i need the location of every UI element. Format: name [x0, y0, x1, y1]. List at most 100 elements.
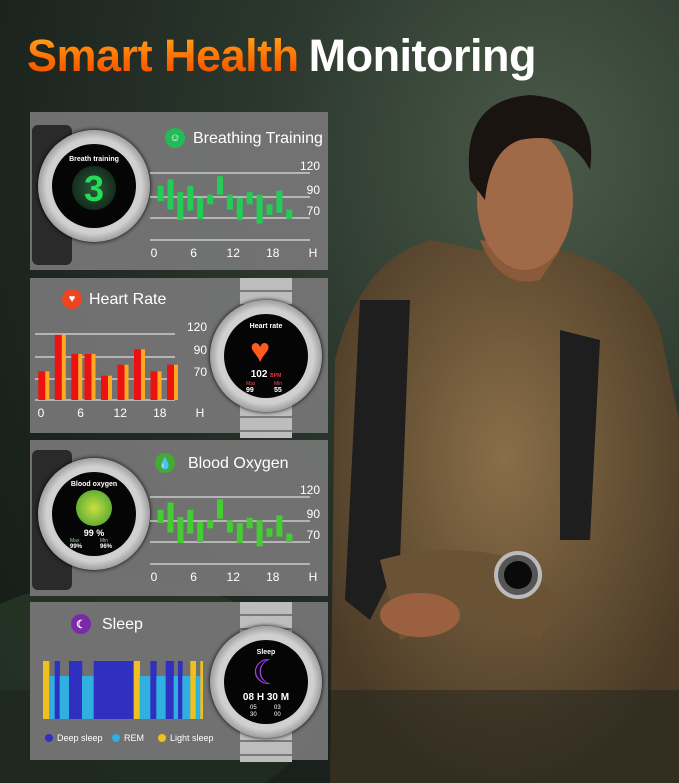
min-value: 55 — [274, 387, 282, 394]
x-tick-label: H — [309, 246, 318, 260]
heart-rate-bar — [84, 353, 92, 400]
range-bar — [207, 194, 214, 205]
legend-deep-sleep: Deep sleep — [45, 733, 103, 743]
range-bar — [286, 209, 293, 220]
range-bar — [177, 192, 184, 221]
oxygen-value: 99 % — [83, 528, 105, 538]
sleep-segment-rem — [156, 676, 166, 719]
range-bar — [177, 517, 184, 544]
heart-icon: ♥ — [62, 289, 82, 309]
sleep-title: Sleep — [102, 616, 143, 633]
sleep-segment-rem — [195, 676, 201, 719]
heart-graphic: ♥ — [250, 332, 271, 370]
heart-rate-bar — [71, 353, 79, 400]
heart-rate-bar-highlight — [124, 364, 129, 400]
y-tick-label: 70 — [307, 528, 321, 542]
legend-label: Deep sleep — [57, 733, 103, 743]
heart-rate-bar — [134, 349, 141, 400]
breath-count: 3 — [83, 168, 105, 209]
man-face — [477, 130, 573, 270]
oxygen-graphic — [76, 490, 112, 526]
range-bar — [236, 198, 243, 221]
y-tick-label: 120 — [187, 320, 207, 334]
range-bar — [256, 520, 263, 547]
moon-icon: ☾ — [71, 614, 91, 634]
x-tick-label: 0 — [151, 246, 158, 260]
legend-rem: REM — [112, 733, 144, 743]
x-tick-label: 12 — [114, 406, 128, 420]
deep-sleep-time: 05 30 — [250, 705, 257, 718]
min-value: 96% — [100, 544, 113, 550]
moon-graphic: ☾ — [252, 654, 283, 692]
heart-rate-bar-highlight — [61, 334, 66, 400]
range-bar — [266, 204, 273, 215]
sleep-segment-light — [200, 661, 203, 719]
breathing-icon: ☺ — [165, 128, 185, 148]
range-bar — [197, 198, 204, 220]
y-tick-label: 120 — [300, 160, 320, 173]
range-bar — [276, 190, 283, 213]
sleep-segment-rem — [49, 676, 55, 719]
watch-label: Breath training — [69, 156, 119, 163]
sleep-segment-rem — [182, 676, 191, 719]
sleep-segment-light — [190, 661, 196, 719]
range-bar — [187, 509, 194, 534]
max-label: Max — [246, 381, 256, 387]
heart-rate-bar-highlight — [91, 353, 96, 400]
heart-rate-title: Heart Rate — [89, 291, 167, 308]
max-value: 99% — [70, 544, 83, 550]
heart-rate-bar — [117, 364, 125, 400]
heart-rate-unit: BPM — [270, 373, 282, 379]
range-bar — [236, 523, 243, 544]
deep-sleep-dot — [45, 734, 53, 742]
range-bar — [266, 528, 273, 537]
range-bar — [207, 520, 214, 529]
range-bar — [276, 515, 283, 537]
sleep-segment-deep — [54, 661, 60, 719]
range-bar — [187, 185, 194, 211]
min-label: Min — [100, 538, 109, 544]
man-backpack-strap — [345, 300, 410, 620]
y-tick-label: 90 — [307, 507, 321, 521]
watch-label: Sleep — [256, 649, 276, 656]
sleep-segment-rem — [82, 676, 94, 719]
max-value: 99 — [246, 387, 254, 394]
title-part-1: Smart Health — [27, 30, 299, 81]
blood-oxygen-watch: Blood oxygen 99 % Max 99% Min 96% — [38, 458, 150, 570]
heart-rate-bar-highlight — [78, 353, 83, 400]
heart-rate-bar-highlight — [157, 371, 162, 400]
range-bar — [226, 194, 233, 210]
range-bar — [286, 533, 293, 542]
heart-rate-bar-highlight — [108, 375, 112, 400]
min-label: Min — [274, 381, 283, 387]
sleep-segment-deep — [165, 661, 174, 719]
page-title: Smart Health Monitoring — [27, 30, 537, 82]
range-bar — [246, 192, 253, 205]
title-part-2: Monitoring — [308, 30, 537, 81]
range-bar — [157, 509, 164, 524]
blood-oxygen-chart: 120 90 70 0 6 12 18 H — [150, 484, 321, 584]
legend-label: REM — [124, 733, 144, 743]
x-tick-label: 18 — [266, 570, 280, 584]
x-tick-label: 6 — [190, 246, 197, 260]
sleep-segment-deep — [69, 661, 83, 719]
sleep-segment-rem — [59, 676, 70, 719]
y-tick-label: 120 — [300, 484, 320, 497]
sleep-segment-deep — [93, 661, 134, 719]
heart-rate-bar — [38, 371, 46, 400]
x-tick-label: 6 — [77, 406, 84, 420]
light-sleep-time: 03 00 — [274, 705, 281, 718]
y-tick-label: 70 — [307, 204, 321, 218]
legend-label: Light sleep — [170, 733, 214, 743]
sleep-chart — [43, 661, 203, 719]
heart-rate-bar — [101, 375, 108, 400]
range-bar — [256, 194, 263, 224]
blood-oxygen-title: Blood Oxygen — [188, 455, 289, 472]
sleep-segment-deep — [178, 661, 183, 719]
man-hair — [468, 95, 592, 200]
y-tick-label: 70 — [194, 365, 208, 379]
range-bar — [157, 185, 164, 202]
blood-drop-icon: 💧 — [155, 453, 175, 473]
breathing-watch: Breath training 3 — [38, 130, 150, 242]
x-tick-label: 0 — [38, 406, 45, 420]
